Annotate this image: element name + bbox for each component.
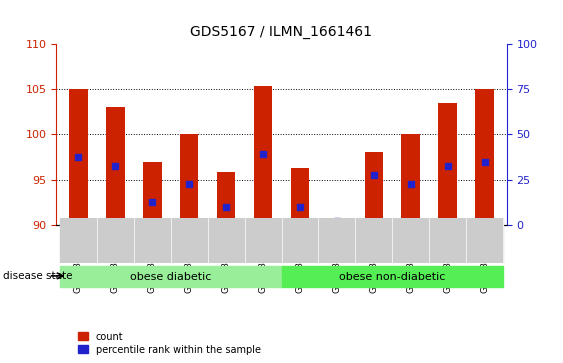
Bar [475, 89, 494, 225]
Bar [392, 218, 429, 263]
Bar [429, 218, 466, 263]
Bar [328, 218, 346, 225]
Point [148, 199, 157, 205]
Point [443, 163, 452, 169]
Point [296, 204, 305, 210]
Bar [171, 218, 208, 263]
Point [480, 159, 489, 164]
Bar [134, 218, 171, 263]
Bar [365, 152, 383, 225]
Point [74, 154, 83, 160]
Point [111, 163, 120, 169]
Bar [60, 218, 97, 263]
Text: GDS5167 / ILMN_1661461: GDS5167 / ILMN_1661461 [190, 25, 373, 40]
Point [369, 172, 378, 178]
Text: obese non-diabetic: obese non-diabetic [339, 272, 445, 282]
Legend: count, percentile rank within the sample: count, percentile rank within the sample [78, 331, 261, 355]
Bar [69, 89, 88, 225]
Bar [180, 134, 198, 225]
Bar [355, 218, 392, 263]
Bar [143, 162, 162, 225]
Bar [97, 218, 134, 263]
Point [258, 151, 267, 157]
Point [406, 181, 415, 187]
Bar [282, 266, 503, 287]
Bar [282, 218, 319, 263]
Point [185, 181, 194, 187]
Bar [291, 168, 309, 225]
Bar [254, 86, 272, 225]
Point [222, 204, 231, 210]
Text: obese diabetic: obese diabetic [130, 272, 212, 282]
Bar [217, 172, 235, 225]
Bar [319, 218, 355, 263]
Bar [244, 218, 282, 263]
Bar [401, 134, 420, 225]
Point [332, 217, 341, 223]
Bar [466, 218, 503, 263]
Text: disease state: disease state [3, 271, 73, 281]
Bar [106, 107, 124, 225]
Bar [60, 266, 282, 287]
Bar [439, 102, 457, 225]
Bar [208, 218, 244, 263]
